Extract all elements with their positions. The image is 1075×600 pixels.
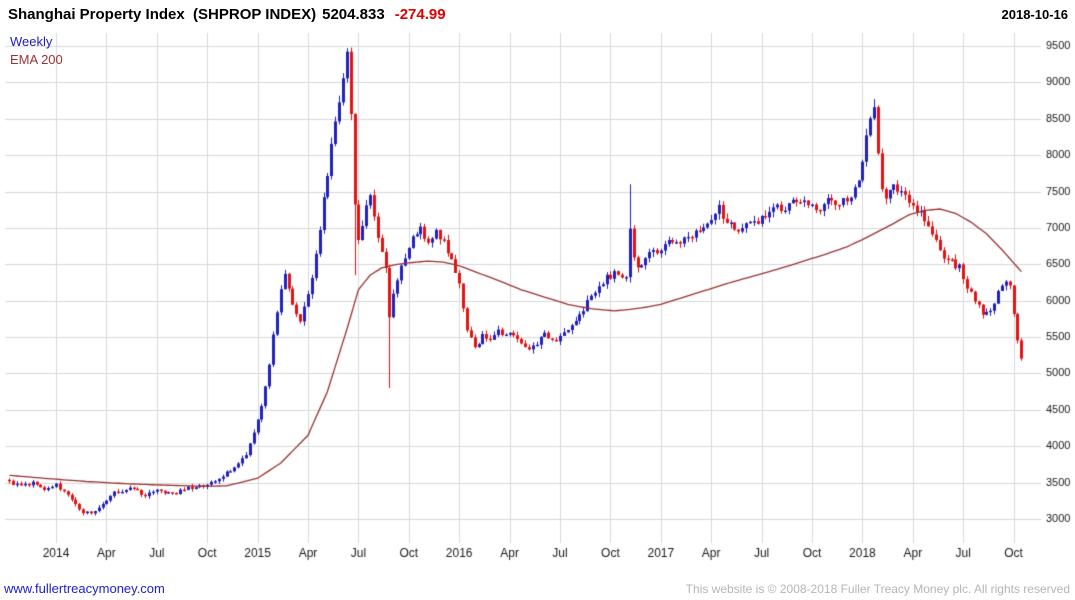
- header-bar: Shanghai Property Index (SHPROP INDEX) 52…: [8, 6, 1068, 28]
- legend-weekly-label: Weekly: [10, 34, 53, 49]
- page-title: Shanghai Property Index (SHPROP INDEX): [8, 6, 317, 23]
- price-change: -274.99: [394, 6, 446, 23]
- footer-bar: www.fullertreacymoney.com This website i…: [4, 580, 1070, 596]
- legend-ema-label: EMA 200: [10, 52, 63, 67]
- last-price-value: 5204.833: [322, 6, 385, 23]
- website-link[interactable]: www.fullertreacymoney.com: [4, 581, 165, 596]
- chart-legend: Weekly EMA 200: [10, 33, 63, 69]
- copyright-text: This website is © 2008-2018 Fuller Treac…: [685, 582, 1070, 596]
- chart-date: 2018-10-16: [1001, 7, 1069, 22]
